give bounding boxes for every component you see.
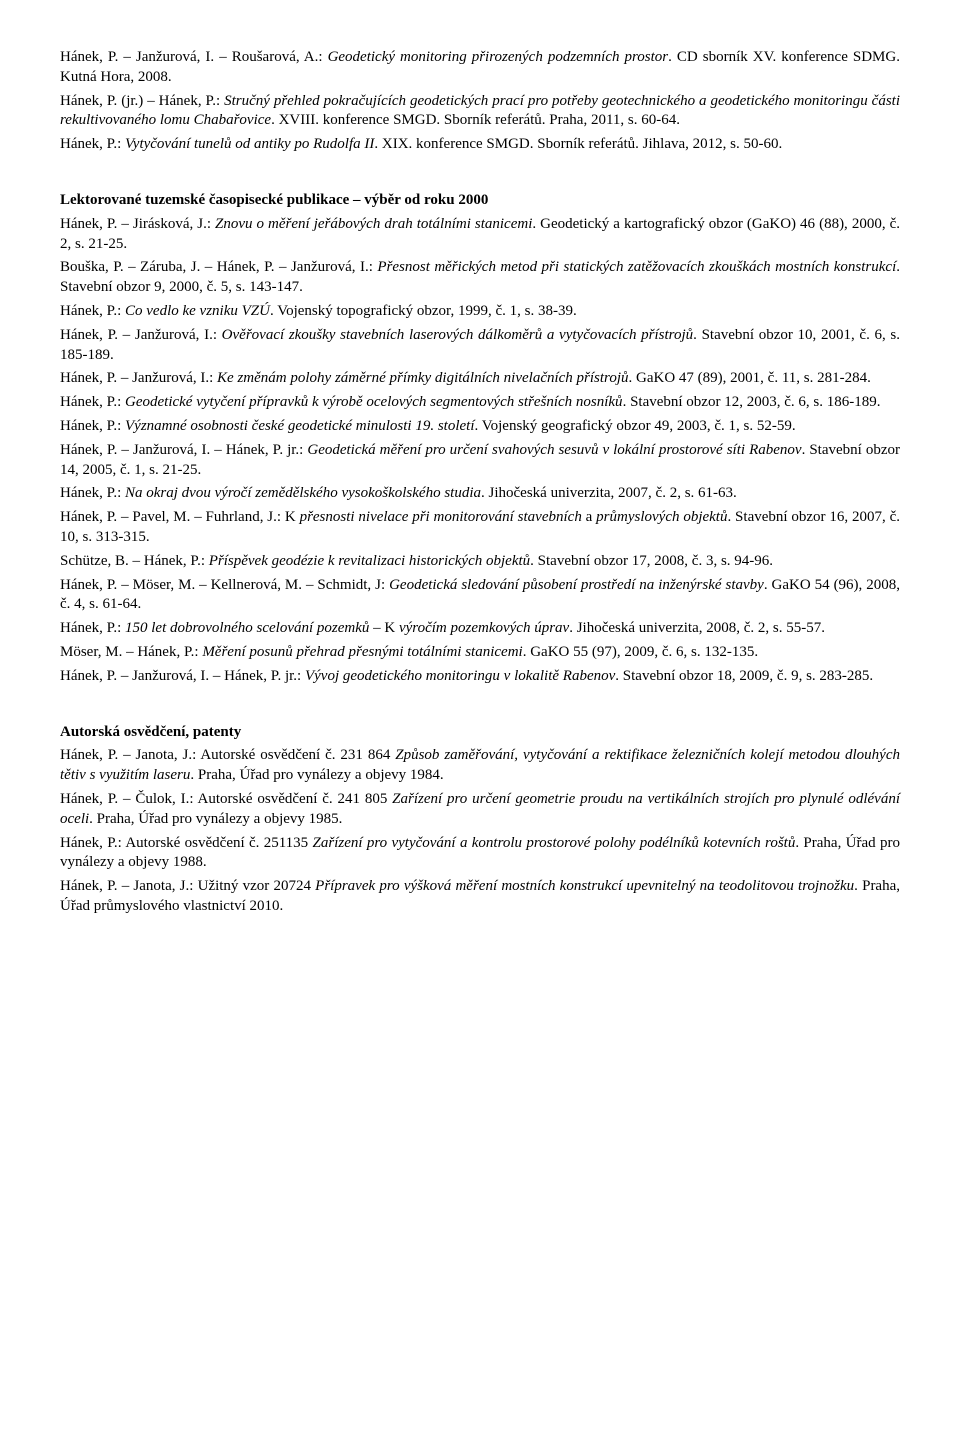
document-body: Hánek, P. – Janžurová, I. – Roušarová, A… — [60, 48, 900, 917]
bibliography-entry: Hánek, P. – Čulok, I.: Autorské osvědčen… — [60, 790, 900, 830]
bibliography-entry: Hánek, P. – Janžurová, I. – Hánek, P. jr… — [60, 667, 900, 687]
bibliography-entry: Hánek, P. – Janžurová, I. – Hánek, P. jr… — [60, 441, 900, 481]
bibliography-entry: Hánek, P.: Autorské osvědčení č. 251135 … — [60, 834, 900, 874]
bibliography-entry: Hánek, P.: Na okraj dvou výročí zeměděls… — [60, 484, 900, 504]
bibliography-entry: Hánek, P. (jr.) – Hánek, P.: Stručný pře… — [60, 92, 900, 132]
bibliography-entry: Hánek, P.: 150 let dobrovolného scelován… — [60, 619, 900, 639]
bibliography-entry: Hánek, P. – Möser, M. – Kellnerová, M. –… — [60, 576, 900, 616]
section-heading-2: Autorská osvědčení, patenty — [60, 723, 900, 743]
bibliography-entry: Hánek, P. – Janžurová, I.: Ke změnám pol… — [60, 369, 900, 389]
block-3: Hánek, P. – Janota, J.: Autorské osvědče… — [60, 746, 900, 916]
bibliography-entry: Schütze, B. – Hánek, P.: Příspěvek geodé… — [60, 552, 900, 572]
block-1: Hánek, P. – Janžurová, I. – Roušarová, A… — [60, 48, 900, 155]
bibliography-entry: Möser, M. – Hánek, P.: Měření posunů pře… — [60, 643, 900, 663]
section-heading-1: Lektorované tuzemské časopisecké publika… — [60, 191, 900, 211]
bibliography-entry: Hánek, P. – Pavel, M. – Fuhrland, J.: K … — [60, 508, 900, 548]
bibliography-entry: Hánek, P.: Vytyčování tunelů od antiky p… — [60, 135, 900, 155]
block-2: Hánek, P. – Jirásková, J.: Znovu o měřen… — [60, 215, 900, 687]
bibliography-entry: Hánek, P. – Janota, J.: Užitný vzor 2072… — [60, 877, 900, 917]
bibliography-entry: Hánek, P. – Janžurová, I.: Ověřovací zko… — [60, 326, 900, 366]
bibliography-entry: Hánek, P.: Co vedlo ke vzniku VZÚ. Vojen… — [60, 302, 900, 322]
bibliography-entry: Hánek, P. – Jirásková, J.: Znovu o měřen… — [60, 215, 900, 255]
bibliography-entry: Hánek, P. – Janota, J.: Autorské osvědče… — [60, 746, 900, 786]
bibliography-entry: Hánek, P. – Janžurová, I. – Roušarová, A… — [60, 48, 900, 88]
bibliography-entry: Hánek, P.: Významné osobnosti české geod… — [60, 417, 900, 437]
bibliography-entry: Hánek, P.: Geodetické vytyčení přípravků… — [60, 393, 900, 413]
bibliography-entry: Bouška, P. – Záruba, J. – Hánek, P. – Ja… — [60, 258, 900, 298]
